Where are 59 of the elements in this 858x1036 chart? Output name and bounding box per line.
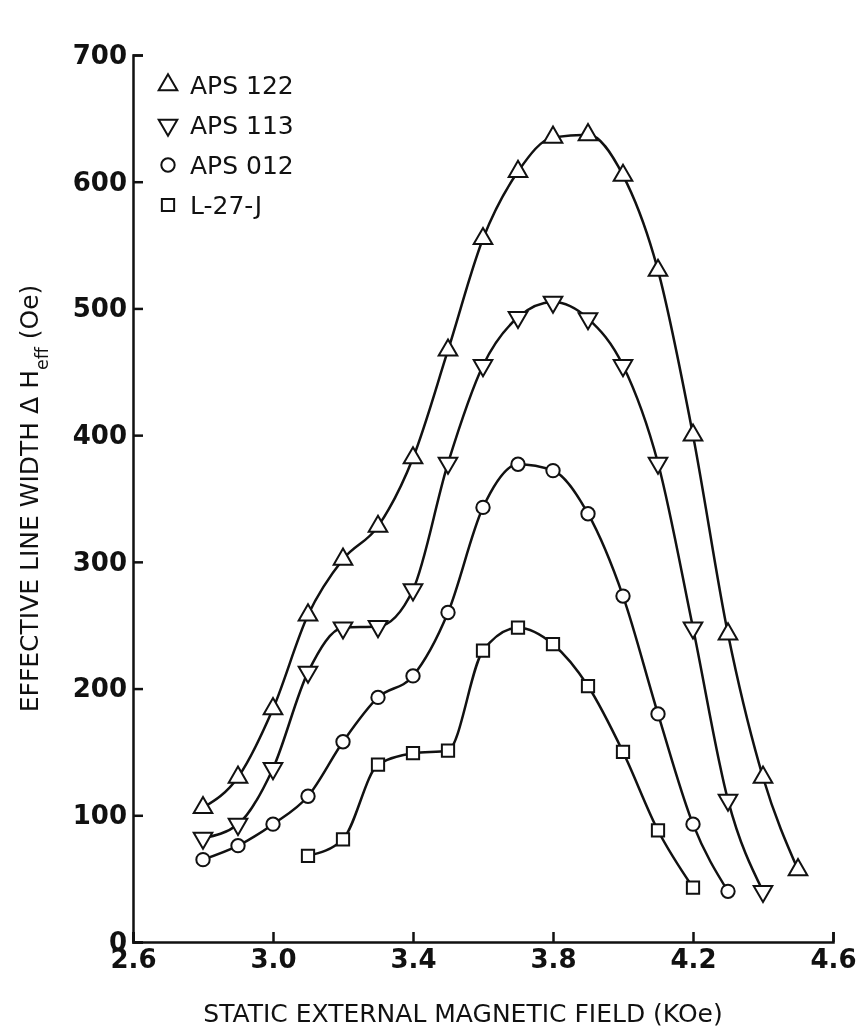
y-tick-label: 600	[72, 166, 127, 197]
point	[405, 668, 421, 684]
legend-label: APS 113	[190, 111, 294, 140]
point	[647, 258, 669, 277]
point	[195, 851, 211, 868]
x-tick-label: 3.4	[390, 944, 437, 975]
y-tick-label: 400	[72, 419, 127, 450]
point	[300, 788, 316, 804]
legend-label: APS 122	[190, 71, 294, 100]
y-tick-label: 200	[72, 673, 127, 704]
point	[580, 506, 596, 522]
point	[545, 637, 561, 652]
y-tick-label: 500	[72, 293, 127, 324]
point	[230, 838, 246, 854]
point	[370, 757, 386, 772]
point	[510, 620, 526, 635]
point	[650, 706, 666, 722]
point	[685, 880, 701, 895]
point	[475, 499, 491, 516]
point	[440, 604, 456, 621]
point	[720, 883, 736, 899]
point	[437, 338, 459, 357]
point	[650, 823, 666, 838]
point	[577, 123, 599, 142]
point	[367, 514, 389, 533]
x-tick-label: 4.6	[810, 944, 857, 975]
x-axis-title: STATIC EXTERNAL MAGNETIC FIELD (KOe)	[203, 999, 723, 1028]
point	[507, 159, 529, 178]
point	[402, 446, 424, 465]
point	[615, 588, 631, 604]
point	[510, 456, 526, 472]
x-tick-label: 3.0	[250, 944, 297, 975]
point	[682, 423, 704, 442]
point	[542, 125, 564, 144]
point	[615, 744, 631, 760]
point	[717, 622, 739, 641]
point	[580, 678, 596, 694]
point	[475, 643, 491, 658]
point	[685, 816, 701, 832]
legend-label: L-27-J	[190, 191, 263, 220]
y-tick-label: 100	[72, 800, 127, 831]
point	[297, 603, 319, 622]
point	[300, 848, 316, 863]
point	[335, 734, 351, 750]
point	[265, 816, 281, 832]
point	[332, 547, 354, 566]
point	[612, 163, 634, 182]
point	[370, 689, 386, 706]
y-tick-label: 700	[72, 39, 127, 70]
point	[472, 226, 494, 246]
point	[405, 746, 421, 761]
y-tick-label: 300	[72, 546, 127, 577]
point	[262, 697, 284, 716]
point	[440, 743, 456, 758]
x-tick-label: 4.2	[670, 944, 717, 975]
legend-label: APS 012	[190, 151, 294, 180]
x-tick-label: 3.8	[530, 944, 577, 975]
point	[545, 462, 561, 479]
point	[335, 832, 351, 847]
